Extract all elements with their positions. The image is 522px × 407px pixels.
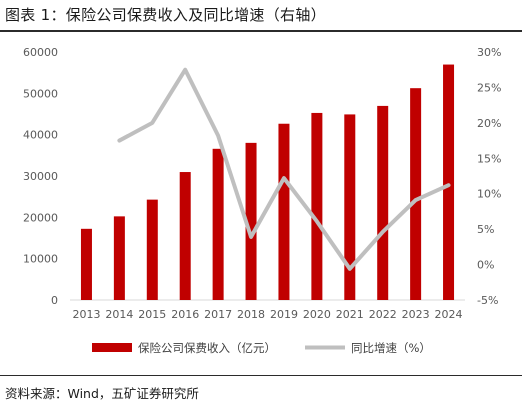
right-tick-label: 15%	[477, 152, 501, 165]
x-tick-label: 2019	[270, 308, 298, 321]
bar	[311, 112, 323, 300]
bar	[410, 88, 422, 300]
right-axis: -5% 0% 5% 10% 15% 20% 25% 30%	[477, 46, 501, 307]
left-axis: 0 10000 20000 30000 40000 50000 60000	[23, 46, 58, 307]
source-note: 资料来源：Wind，五矿证券研究所	[5, 386, 199, 401]
title-rule	[0, 30, 522, 32]
x-tick-label: 2013	[72, 308, 100, 321]
bar	[443, 64, 455, 300]
bar	[212, 148, 224, 300]
chart-title: 图表 1：保险公司保费收入及同比增速（右轴）	[5, 6, 326, 24]
legend-bar-label: 保险公司保费收入（亿元）	[138, 341, 276, 355]
right-tick-label: 10%	[477, 188, 501, 201]
x-tick-label: 2017	[204, 308, 232, 321]
x-tick-label: 2024	[435, 308, 463, 321]
right-tick-label: 25%	[477, 81, 501, 94]
title-bar: 图表 1：保险公司保费收入及同比增速（右轴）	[0, 0, 522, 30]
x-axis: 2013 2014 2015 2016 2017 2018 2019 2020 2021 2022…	[72, 308, 462, 321]
bar	[146, 199, 158, 300]
x-tick-label: 2023	[402, 308, 430, 321]
x-tick-label: 2015	[138, 308, 166, 321]
right-tick-label: 30%	[477, 46, 501, 59]
left-tick-label: 40000	[23, 129, 58, 142]
x-tick-label: 2021	[336, 308, 364, 321]
left-tick-label: 0	[51, 294, 58, 307]
x-tick-label: 2022	[369, 308, 397, 321]
legend: 保险公司保费收入（亿元） 同比增速（%）	[92, 341, 431, 355]
legend-line-label: 同比增速（%）	[351, 341, 431, 355]
right-tick-label: -5%	[477, 294, 498, 307]
left-tick-label: 10000	[23, 253, 58, 266]
right-tick-label: 0%	[477, 259, 494, 272]
source-rule	[0, 375, 522, 376]
bar	[113, 216, 125, 300]
bar	[179, 172, 191, 300]
bar	[278, 123, 290, 300]
x-tick-label: 2014	[105, 308, 133, 321]
right-tick-label: 20%	[477, 117, 501, 130]
right-tick-label: 5%	[477, 223, 494, 236]
x-tick-label: 2016	[171, 308, 199, 321]
bar	[80, 228, 92, 300]
left-tick-label: 50000	[23, 87, 58, 100]
bar	[344, 114, 356, 300]
left-tick-label: 60000	[23, 46, 58, 59]
legend-bar-swatch	[92, 343, 132, 352]
growth-line	[117, 67, 451, 271]
bar	[377, 105, 389, 300]
x-tick-label: 2020	[303, 308, 331, 321]
bar	[245, 142, 257, 300]
left-tick-label: 30000	[23, 170, 58, 183]
bar-series	[80, 64, 455, 300]
x-tick-label: 2018	[237, 308, 265, 321]
left-tick-label: 20000	[23, 211, 58, 224]
